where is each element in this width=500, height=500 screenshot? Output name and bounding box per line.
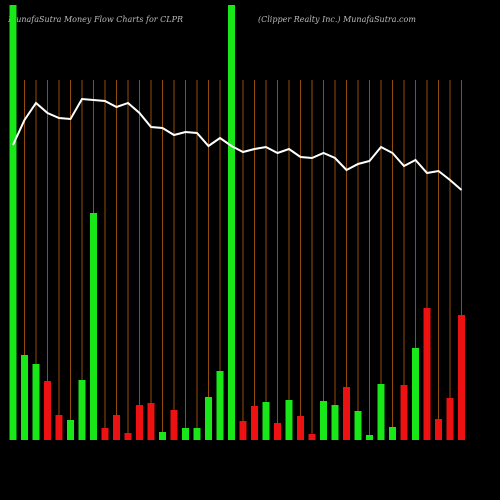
bars bbox=[9, 5, 465, 440]
bar bbox=[67, 420, 74, 440]
bar bbox=[170, 410, 178, 440]
bar bbox=[308, 434, 316, 440]
bar bbox=[228, 5, 235, 440]
bar bbox=[377, 384, 385, 440]
bar bbox=[297, 416, 304, 440]
bar bbox=[412, 348, 419, 440]
bar bbox=[21, 355, 28, 440]
bar bbox=[32, 364, 40, 440]
bar bbox=[343, 387, 350, 440]
bar bbox=[458, 315, 465, 440]
bar bbox=[205, 397, 212, 440]
bar bbox=[182, 428, 189, 440]
bar bbox=[147, 403, 155, 440]
bar bbox=[366, 435, 373, 440]
bar bbox=[446, 398, 454, 440]
chart-subtitle: (Clipper Realty Inc.) MunafaSutra.com bbox=[258, 15, 416, 24]
bar bbox=[423, 308, 431, 440]
bar bbox=[262, 402, 270, 440]
bar bbox=[216, 371, 224, 440]
bar bbox=[435, 419, 442, 440]
bar bbox=[124, 433, 132, 440]
bar bbox=[274, 423, 281, 440]
bar bbox=[159, 432, 166, 440]
price-line-group bbox=[12, 97, 463, 191]
bar bbox=[9, 5, 17, 440]
bar bbox=[55, 415, 63, 440]
bar bbox=[389, 427, 396, 440]
bar bbox=[285, 400, 293, 440]
chart-title: MunafaSutra Money Flow Charts for CLPR bbox=[7, 15, 183, 24]
bar bbox=[78, 380, 86, 440]
bar bbox=[101, 428, 109, 440]
bar bbox=[251, 406, 258, 440]
bar bbox=[136, 405, 143, 440]
bar bbox=[320, 401, 327, 440]
price-line bbox=[12, 97, 463, 191]
bar bbox=[331, 405, 339, 440]
bar bbox=[354, 411, 362, 440]
bar bbox=[44, 381, 51, 440]
bar bbox=[90, 213, 97, 440]
bar bbox=[239, 421, 247, 440]
bar bbox=[113, 415, 120, 440]
bar bbox=[193, 428, 201, 440]
bar bbox=[400, 385, 408, 440]
